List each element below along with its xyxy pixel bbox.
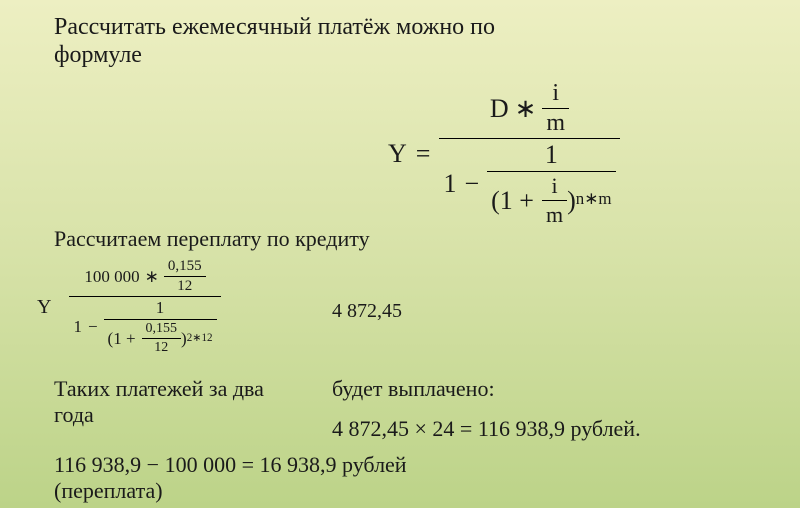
calc-formula: Y 100 000 ∗ 0,155 12 1 − 1 [37, 258, 221, 356]
line-4: 4 872,45 × 24 = 116 938,9 рублей. [332, 416, 641, 442]
calc-rate-num: 0,155 [164, 258, 206, 276]
calc-outer-frac: 100 000 ∗ 0,155 12 1 − 1 [69, 258, 220, 356]
formula-i-2: i [542, 173, 567, 200]
formula-exp: n∗m [576, 188, 612, 209]
calc-den-frac-num: 1 [104, 298, 217, 319]
calc-rate-num-2: 0,155 [142, 321, 182, 338]
calc-den-frac: 1 (1 + 0,155 12 ) 2∗12 [104, 298, 217, 356]
title-line-1: Рассчитать ежемесячный платёж можно по [54, 14, 495, 41]
formula-i-over-m-2: i m [542, 173, 567, 228]
calc-rate-frac-2: 0,155 12 [142, 321, 182, 356]
calc-den-1: 1 [73, 317, 82, 337]
formula-paren-open: (1 + [491, 186, 534, 216]
formula-minus: − [464, 169, 479, 199]
line-3c: будет выплачено: [332, 376, 495, 402]
calc-rate-den: 12 [164, 276, 206, 295]
calc-100000: 100 000 [84, 267, 139, 287]
calc-rate-den-2: 12 [142, 338, 182, 356]
calc-exp: 2∗12 [187, 331, 213, 344]
line-5: 116 938,9 − 100 000 = 16 938,9 рублей [54, 452, 407, 478]
line-3b: года [54, 402, 94, 428]
calc-lhs: Y [37, 296, 51, 319]
formula-D: D [490, 94, 509, 124]
formula-lhs: Y [388, 139, 407, 169]
title-line-2: формуле [54, 42, 142, 69]
formula-den-frac: 1 (1 + i m ) n∗m [487, 140, 615, 228]
formula-i-over-m: i m [542, 80, 569, 137]
calc-mult: ∗ [145, 267, 159, 287]
formula-paren-close: ) [567, 186, 576, 216]
calc-rate-frac: 0,155 12 [164, 258, 206, 295]
heading-2: Рассчитаем переплату по кредиту [54, 226, 370, 252]
calc-result: 4 872,45 [332, 300, 402, 323]
line-3a: Таких платежей за два [54, 376, 264, 402]
main-formula: Y = D ∗ i m 1 − 1 [388, 80, 620, 228]
formula-m-2: m [542, 200, 567, 228]
formula-outer-frac: D ∗ i m 1 − 1 (1 + [439, 80, 619, 228]
formula-den-frac-num: 1 [487, 140, 615, 171]
formula-i: i [542, 80, 569, 108]
formula-eq: = [416, 139, 431, 169]
calc-paren-open: (1 + [108, 329, 136, 349]
formula-mult: ∗ [515, 94, 537, 124]
calc-minus: − [88, 317, 98, 337]
line-6: (переплата) [54, 478, 163, 504]
formula-den-1: 1 [443, 169, 456, 199]
formula-m: m [542, 108, 569, 137]
